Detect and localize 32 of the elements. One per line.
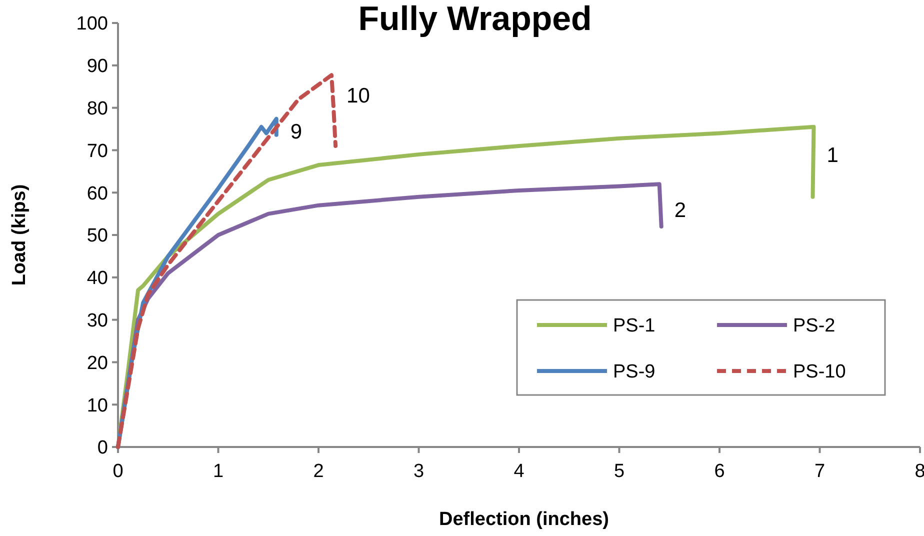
y-tick-label: 60 [86, 183, 108, 204]
legend-label: PS-10 [793, 362, 846, 383]
x-tick-label: 3 [413, 461, 424, 482]
y-tick-label: 20 [86, 352, 108, 374]
legend-label: PS-2 [793, 316, 836, 337]
annotation: 1 [826, 144, 838, 167]
annotation: 10 [346, 84, 370, 108]
x-tick-label: 7 [814, 461, 826, 482]
y-tick-label: 30 [86, 310, 108, 332]
x-axis-title: Deflection (inches) [439, 509, 609, 530]
y-axis-title: Load (kips) [9, 184, 30, 286]
x-tick-label: 2 [313, 461, 324, 482]
annotation: 2 [674, 198, 686, 222]
x-tick-label: 1 [212, 461, 224, 482]
x-tick-label: 0 [112, 461, 124, 482]
y-tick-label: 10 [86, 395, 108, 416]
x-tick-label: 4 [514, 461, 525, 482]
line-series [116, 73, 338, 449]
annotation: 9 [290, 120, 302, 144]
x-tick-label: 5 [614, 461, 625, 482]
y-tick-label: 80 [86, 98, 108, 120]
x-tick-label: 8 [914, 461, 924, 482]
y-tick-label: 90 [86, 56, 108, 78]
legend-label: PS-9 [613, 362, 656, 383]
y-tick-label: 70 [86, 140, 108, 162]
y-tick-label: 0 [97, 438, 108, 459]
y-tick-label: 50 [86, 226, 108, 247]
chart-title: Fully Wrapped [358, 0, 592, 38]
x-tick-label: 6 [714, 461, 725, 482]
y-tick-label: 100 [76, 14, 108, 35]
y-tick-label: 40 [86, 268, 108, 290]
legend-label: PS-1 [613, 316, 656, 337]
